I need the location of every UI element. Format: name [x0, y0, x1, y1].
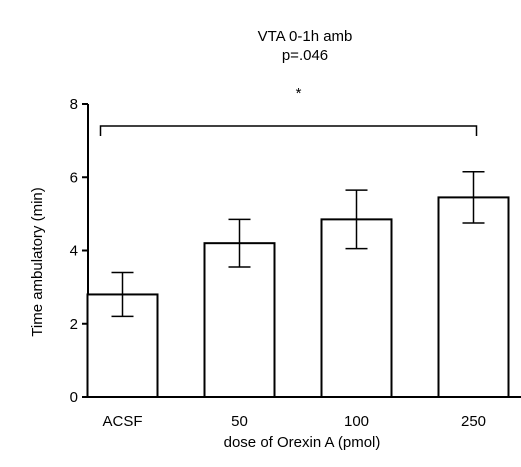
x-tick-label: 100 — [344, 413, 369, 430]
x-axis-label: dose of Orexin A (pmol) — [224, 434, 381, 451]
plot-area: 0 2 4 6 8 ACSF 50 100 250 * — [70, 85, 521, 430]
bar — [437, 196, 510, 398]
x-tick-label: 50 — [231, 413, 248, 430]
y-tick-label: 2 — [70, 316, 78, 333]
significance-bracket — [99, 125, 478, 136]
y-tick-label: 0 — [70, 389, 78, 406]
chart-title: VTA 0-1h amb — [258, 28, 353, 45]
y-tick-label: 4 — [70, 243, 78, 260]
bar — [203, 242, 276, 398]
x-tick-label: 250 — [461, 413, 486, 430]
y-tick-label: 8 — [70, 96, 78, 113]
y-axis-label: Time ambulatory (min) — [29, 187, 46, 336]
x-tick-label: ACSF — [102, 413, 142, 430]
y-tick-label: 6 — [70, 169, 78, 186]
significance-marker: * — [296, 85, 302, 102]
chart-subtitle: p=.046 — [282, 47, 328, 64]
